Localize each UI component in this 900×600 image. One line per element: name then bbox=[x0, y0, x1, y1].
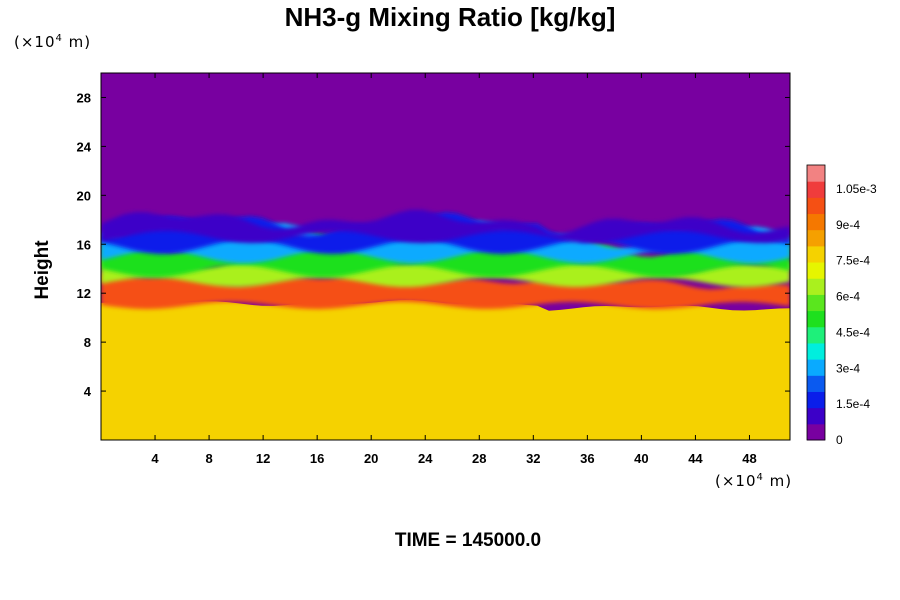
colorbar-swatch bbox=[807, 294, 825, 312]
y-tick-label: 8 bbox=[84, 335, 91, 350]
colorbar-swatch bbox=[807, 326, 825, 344]
x-tick-label: 4 bbox=[151, 451, 159, 466]
colorbar-tick-label: 7.5e-4 bbox=[836, 254, 870, 268]
colorbar-frame bbox=[806, 164, 826, 441]
colorbar-swatch bbox=[807, 407, 825, 425]
x-tick-label: 12 bbox=[256, 451, 270, 466]
y-tick-label: 16 bbox=[77, 237, 91, 252]
colorbar-tick-label: 9e-4 bbox=[836, 218, 860, 232]
colorbar-tick-label: 6e-4 bbox=[836, 290, 860, 304]
colorbar-swatch bbox=[807, 310, 825, 328]
colorbar-swatch bbox=[807, 213, 825, 231]
colorbar-swatch bbox=[807, 245, 825, 263]
y-tick-label: 20 bbox=[77, 188, 91, 203]
colorbar-tick-label: 1.05e-3 bbox=[836, 182, 877, 196]
colorbar-swatch bbox=[807, 423, 825, 441]
colorbar-swatch bbox=[807, 262, 825, 279]
colorbar-swatch bbox=[807, 342, 825, 360]
time-label: TIME = 145000.0 bbox=[394, 530, 542, 551]
colorbar: 0 1.5e-4 3e-4 4.5e-4 6e-4 7.5e-4 9e-4 1.05e-3 bbox=[806, 164, 877, 447]
plot-frame bbox=[100, 72, 791, 441]
colorbar-swatch bbox=[807, 165, 825, 182]
colorbar-swatch bbox=[807, 229, 825, 247]
colorbar-swatch bbox=[807, 359, 825, 376]
heatmap-field bbox=[101, 73, 790, 440]
colorbar-swatch bbox=[807, 197, 825, 215]
x-tick-label: 8 bbox=[205, 451, 212, 466]
x-tick-label: 48 bbox=[742, 451, 756, 466]
chart-title: NH3-g Mixing Ratio [kg/kg] bbox=[284, 2, 616, 32]
y-tick-label: 28 bbox=[77, 90, 91, 105]
y-axis-unit: (×104 m) bbox=[14, 33, 92, 51]
colorbar-tick-label: 3e-4 bbox=[836, 361, 860, 375]
x-tick-label: 16 bbox=[310, 451, 324, 466]
colorbar-swatch bbox=[807, 375, 825, 392]
x-tick-label: 36 bbox=[580, 451, 594, 466]
x-tick-label: 40 bbox=[634, 451, 648, 466]
colorbar-tick-label: 0 bbox=[836, 433, 843, 447]
x-axis-unit: (×104 m) bbox=[715, 472, 793, 490]
field-band bbox=[101, 209, 790, 243]
x-tick-label: 28 bbox=[472, 451, 486, 466]
x-tick-label: 20 bbox=[364, 451, 378, 466]
colorbar-tick-label: 1.5e-4 bbox=[836, 397, 870, 411]
y-tick-label: 4 bbox=[84, 384, 92, 399]
y-tick-label: 12 bbox=[77, 286, 91, 301]
x-tick-label: 32 bbox=[526, 451, 540, 466]
colorbar-swatch bbox=[807, 391, 825, 409]
y-tick-label: 24 bbox=[77, 139, 92, 154]
x-tick-label: 24 bbox=[418, 451, 433, 466]
colorbar-swatch bbox=[807, 278, 825, 295]
colorbar-swatch bbox=[807, 181, 825, 198]
x-tick-label: 44 bbox=[688, 451, 703, 466]
field-band bbox=[101, 299, 790, 440]
colorbar-tick-label: 4.5e-4 bbox=[836, 325, 870, 339]
